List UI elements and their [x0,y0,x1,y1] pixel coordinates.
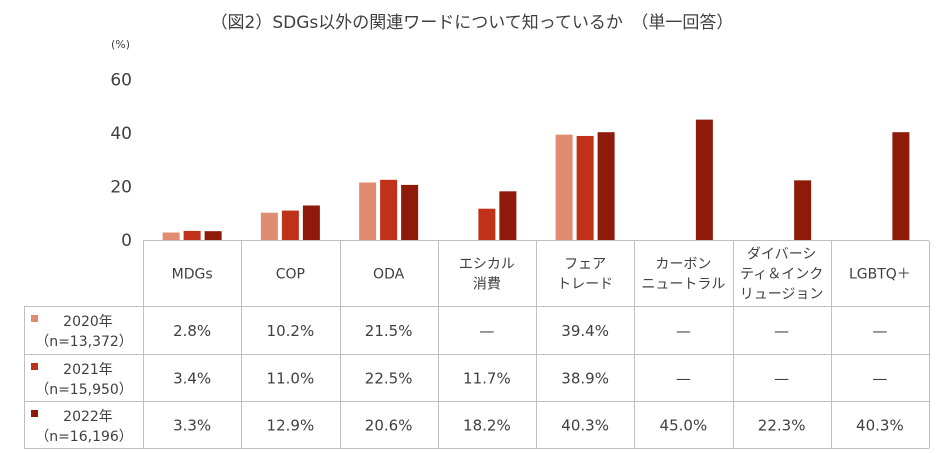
data-label: 3.4% [173,370,211,388]
bar [597,132,615,240]
data-label: 38.9% [561,370,609,388]
data-label: 39.4% [561,322,609,340]
y-tick-label: 40 [110,124,132,144]
bar [555,134,573,240]
bar [162,232,180,240]
data-label: 3.3% [173,417,211,435]
legend-swatch [31,363,38,370]
bar [204,231,222,240]
data-label: 11.7% [463,370,511,388]
bar [260,212,278,240]
y-tick-label: 20 [110,178,132,198]
data-label: 40.3% [856,417,904,435]
legend-swatch [31,315,38,322]
category-label: LGBTQ＋ [849,267,911,283]
bar [401,184,419,240]
data-label: 11.0% [267,370,315,388]
data-label: 10.2% [267,322,315,340]
legend-year: 2020年 [63,314,113,330]
category-label: COP [276,267,305,283]
bar [576,135,594,240]
data-label: — [872,322,887,340]
bar [794,180,812,240]
data-label: — [872,370,887,388]
legend-swatch [31,410,38,417]
data-label: — [479,322,494,340]
data-label: 20.6% [365,417,413,435]
data-label: 22.5% [365,370,413,388]
category-label: ニュートラル [641,277,725,293]
legend-year: 2022年 [63,409,113,425]
legend-year: 2021年 [63,362,113,378]
data-label: 2.8% [173,322,211,340]
data-label: 18.2% [463,417,511,435]
data-label: — [676,370,691,388]
category-label: リュージョン [740,287,824,303]
legend-n: （n=16,196） [35,429,133,445]
bar [281,210,299,240]
data-label: — [774,370,789,388]
legend-n: （n=15,950） [35,382,133,398]
data-label: 40.3% [561,417,609,435]
category-label: カーボン [655,257,711,273]
data-label: — [676,322,691,340]
bar [892,132,910,240]
y-tick-label: 0 [121,231,132,251]
category-label: フェア [564,257,606,273]
bar [380,179,398,240]
category-label: MDGs [172,267,213,283]
data-label: — [774,322,789,340]
data-label: 21.5% [365,322,413,340]
category-label: トレード [557,277,613,293]
data-label: 45.0% [660,417,708,435]
legend-n: （n=13,372） [35,334,133,350]
category-label: エシカル [459,257,515,273]
data-label: 12.9% [267,417,315,435]
bar [478,208,496,240]
bar [695,119,713,240]
bar [183,230,201,240]
y-tick-label: 60 [110,71,132,91]
category-label: ティ＆インク [740,267,823,283]
bar [499,191,517,240]
category-label: ダイバーシ [747,247,816,263]
chart-title: （図2）SDGs以外の関連ワードについて知っているか （単一回答） [210,13,734,33]
data-label: 22.3% [758,417,806,435]
bar [359,182,377,240]
category-label: 消費 [473,277,501,293]
category-label: ODA [373,267,405,283]
y-axis-unit: (%) [111,38,131,51]
bar [302,205,320,240]
